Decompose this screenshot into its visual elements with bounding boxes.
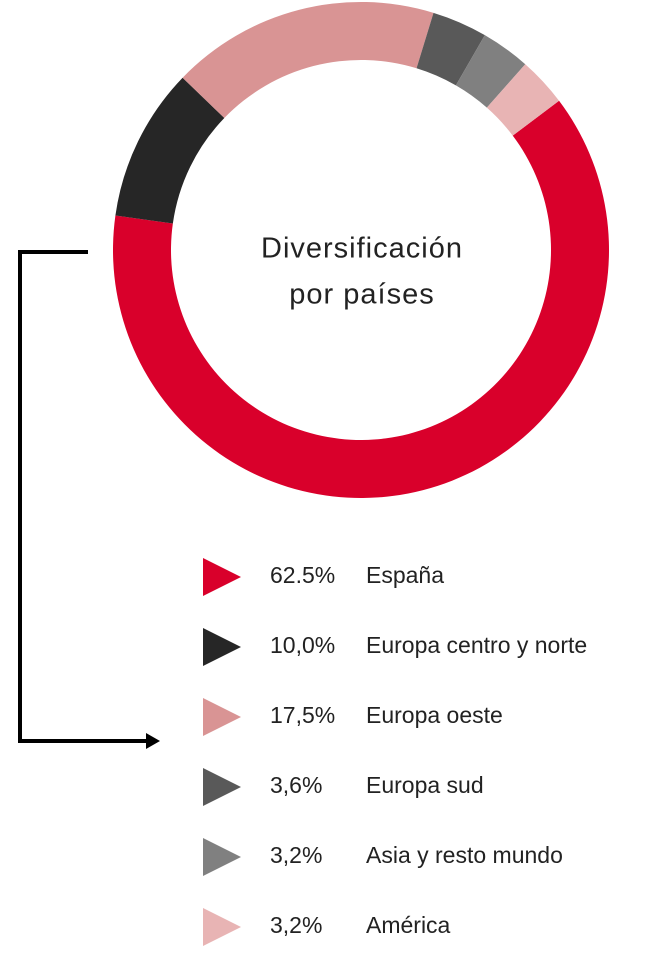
donut-segment bbox=[182, 1, 434, 119]
legend-label: España bbox=[366, 562, 444, 588]
legend-swatch bbox=[203, 838, 241, 876]
legend-value: 3,2% bbox=[270, 912, 322, 938]
donut-segment bbox=[115, 77, 225, 224]
legend-value: 17,5% bbox=[270, 702, 335, 728]
legend-value: 3,6% bbox=[270, 772, 322, 798]
legend-label: Europa sud bbox=[366, 772, 484, 798]
legend-value: 62.5% bbox=[270, 562, 335, 588]
bracket bbox=[18, 250, 150, 743]
donut-segment bbox=[416, 12, 485, 86]
legend-label: Asia y resto mundo bbox=[366, 842, 563, 868]
legend-label: América bbox=[366, 912, 451, 938]
legend-swatch bbox=[203, 698, 241, 736]
legend-value: 3,2% bbox=[270, 842, 322, 868]
legend-value: 10,0% bbox=[270, 632, 335, 658]
bracket-arrow bbox=[146, 733, 160, 749]
donut-segment bbox=[455, 35, 526, 108]
legend-swatch bbox=[203, 768, 241, 806]
center-title-line: por países bbox=[289, 279, 434, 311]
legend-swatch bbox=[203, 628, 241, 666]
legend: 62.5% España 10,0% Europa centro y norte 17,… bbox=[203, 558, 587, 946]
donut bbox=[112, 1, 609, 499]
donut-segment bbox=[486, 64, 560, 136]
legend-swatch bbox=[203, 558, 241, 596]
center-title-line: Diversificación bbox=[261, 233, 463, 265]
donut-segment bbox=[112, 100, 609, 499]
legend-label: Europa oeste bbox=[366, 702, 503, 728]
legend-swatch bbox=[203, 908, 241, 946]
legend-label: Europa centro y norte bbox=[366, 632, 587, 658]
